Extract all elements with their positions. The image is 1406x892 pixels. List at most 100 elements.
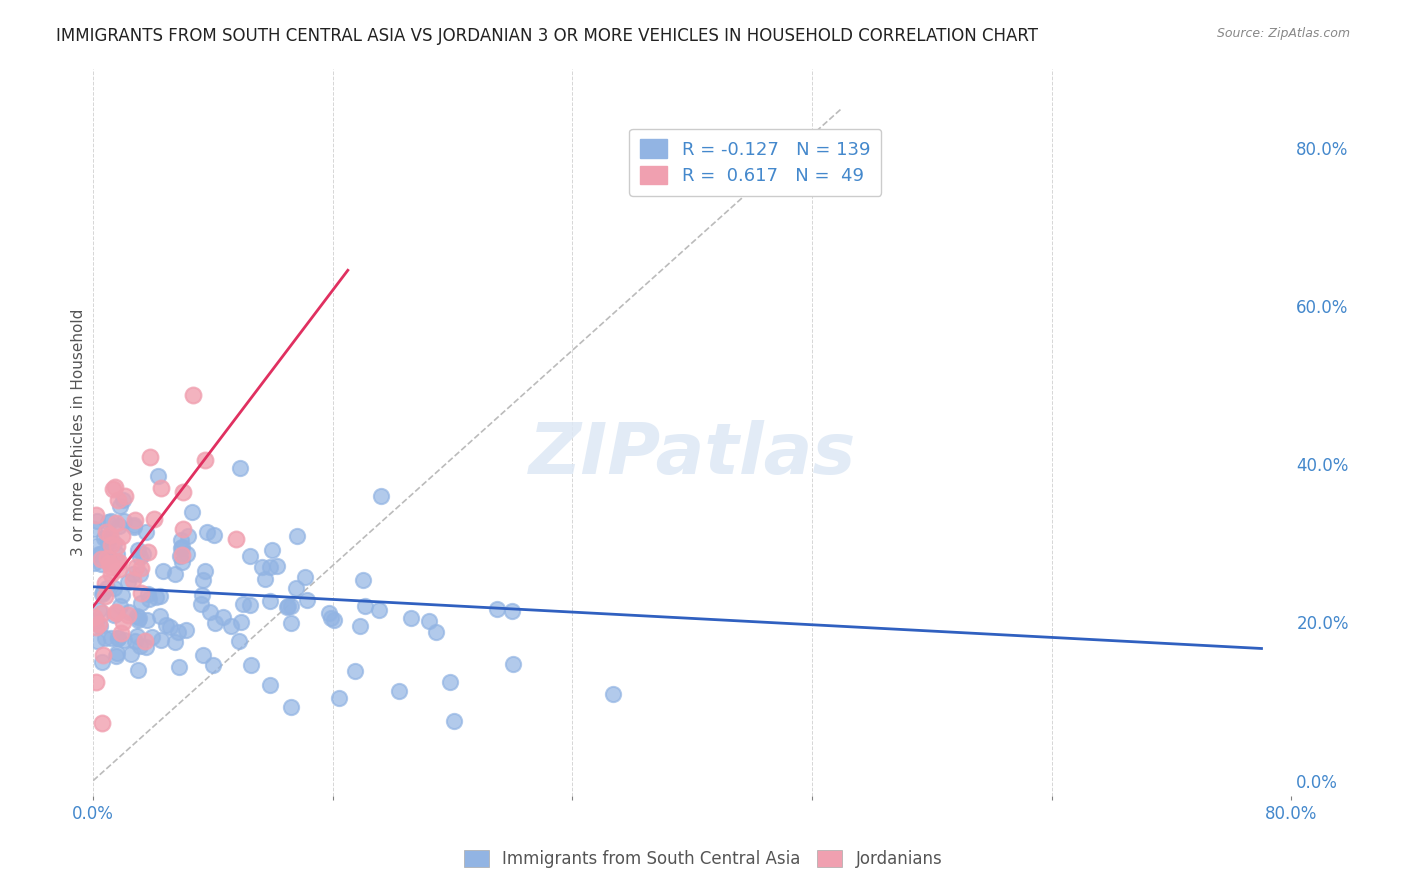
Point — [191, 588, 214, 602]
Point — [285, 529, 308, 543]
Point — [94, 524, 117, 539]
Point — [84, 675, 107, 690]
Point — [101, 482, 124, 496]
Point — [103, 535, 125, 549]
Legend: Immigrants from South Central Asia, Jordanians: Immigrants from South Central Asia, Jord… — [457, 843, 949, 875]
Point — [280, 616, 302, 631]
Point — [204, 616, 226, 631]
Point — [239, 598, 262, 612]
Point — [108, 599, 131, 614]
Point — [86, 514, 108, 528]
Point — [180, 505, 202, 519]
Point — [170, 533, 193, 548]
Point — [97, 532, 120, 546]
Point — [388, 684, 411, 698]
Point — [149, 609, 172, 624]
Point — [127, 613, 149, 627]
Point — [277, 599, 299, 614]
Point — [121, 566, 143, 581]
Point — [170, 549, 193, 563]
Point — [127, 542, 149, 557]
Point — [111, 529, 134, 543]
Point — [401, 611, 423, 625]
Point — [163, 635, 186, 649]
Point — [190, 597, 212, 611]
Point — [349, 618, 371, 632]
Point — [125, 559, 148, 574]
Point — [167, 659, 190, 673]
Point — [165, 566, 187, 581]
Point — [204, 527, 226, 541]
Point — [83, 610, 105, 624]
Point — [108, 562, 131, 576]
Point — [602, 688, 624, 702]
Point — [124, 513, 146, 527]
Point — [112, 492, 135, 507]
Point — [110, 625, 132, 640]
Point — [228, 634, 250, 648]
Point — [107, 632, 129, 646]
Point — [370, 489, 392, 503]
Point — [136, 545, 159, 559]
Point — [86, 633, 108, 648]
Point — [294, 570, 316, 584]
Point — [122, 520, 145, 534]
Point — [107, 631, 129, 645]
Point — [152, 564, 174, 578]
Point — [134, 633, 156, 648]
Point — [221, 619, 243, 633]
Point — [229, 615, 252, 630]
Point — [198, 605, 221, 619]
Point — [100, 631, 122, 645]
Point — [170, 541, 193, 555]
Point — [129, 566, 152, 581]
Point — [136, 613, 159, 627]
Point — [343, 664, 366, 678]
Point — [94, 576, 117, 591]
Point — [486, 601, 509, 615]
Point — [131, 585, 153, 599]
Point — [149, 633, 172, 648]
Point — [97, 549, 120, 563]
Point — [229, 461, 252, 475]
Point — [105, 547, 128, 561]
Point — [114, 489, 136, 503]
Point — [174, 623, 197, 637]
Point — [501, 603, 523, 617]
Point — [91, 656, 114, 670]
Point — [111, 588, 134, 602]
Point — [103, 608, 125, 623]
Point — [125, 629, 148, 643]
Point — [352, 574, 374, 588]
Point — [100, 559, 122, 574]
Point — [105, 539, 128, 553]
Point — [502, 657, 524, 672]
Point — [276, 600, 298, 615]
Point — [104, 605, 127, 619]
Point — [107, 556, 129, 570]
Point — [321, 611, 343, 625]
Point — [172, 485, 194, 500]
Point — [90, 547, 112, 561]
Point — [135, 640, 157, 654]
Point — [122, 573, 145, 587]
Point — [259, 678, 281, 692]
Point — [439, 674, 461, 689]
Point — [108, 555, 131, 569]
Point — [225, 532, 247, 546]
Point — [195, 525, 218, 540]
Point — [280, 599, 302, 613]
Point — [105, 516, 128, 531]
Point — [138, 591, 160, 606]
Point — [127, 663, 149, 677]
Point — [232, 598, 254, 612]
Point — [90, 557, 112, 571]
Point — [177, 528, 200, 542]
Point — [125, 609, 148, 624]
Point — [97, 516, 120, 530]
Point — [108, 500, 131, 514]
Point — [135, 524, 157, 539]
Point — [96, 531, 118, 545]
Point — [84, 614, 107, 628]
Point — [104, 649, 127, 664]
